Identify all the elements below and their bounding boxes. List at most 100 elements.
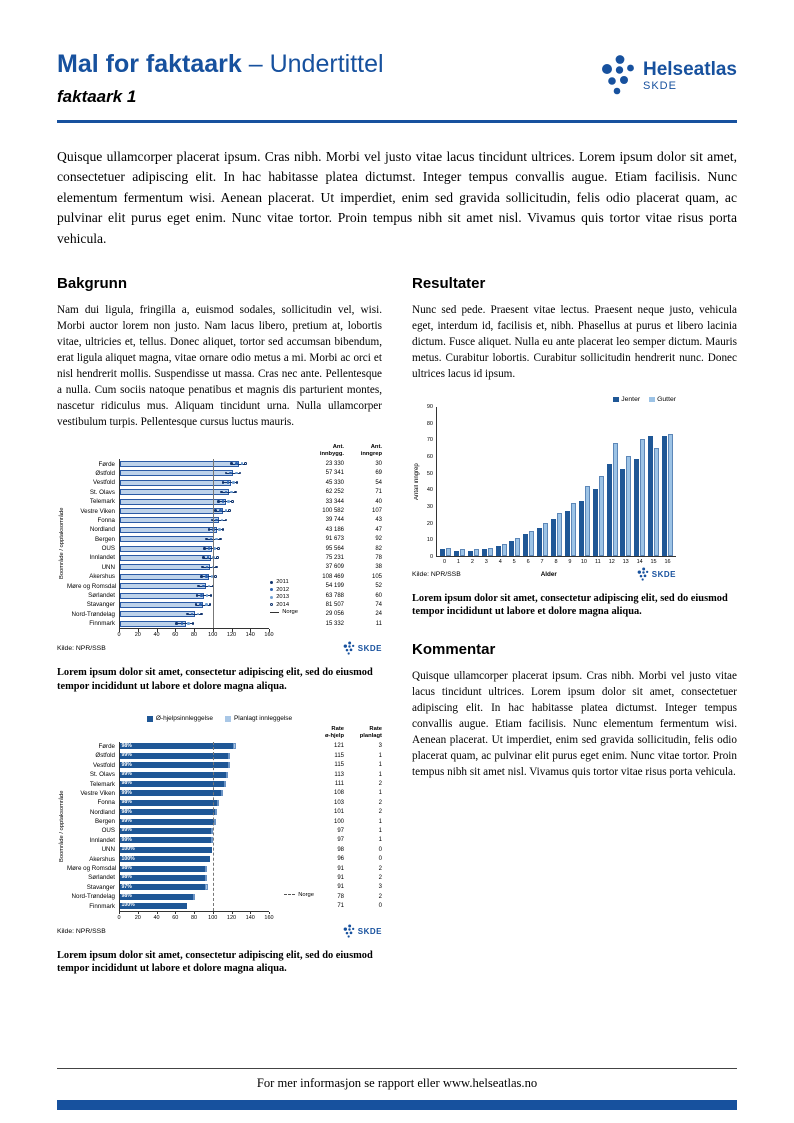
row-label: OUS bbox=[101, 545, 115, 553]
x-tick-mark bbox=[175, 629, 177, 632]
bar bbox=[120, 611, 195, 618]
chart-admission-type: Ø-hjelpsinnleggelse Planlagt innleggelse … bbox=[57, 715, 382, 938]
year-marker bbox=[224, 471, 228, 475]
marker-range bbox=[223, 482, 238, 484]
value-innbygg: 23 330 bbox=[325, 461, 344, 468]
bar-jenter bbox=[467, 551, 473, 557]
row-label: Bergen bbox=[95, 818, 115, 826]
x-tick-label: 80 bbox=[190, 632, 198, 639]
year-marker bbox=[203, 547, 206, 550]
chart3-plot-area bbox=[436, 407, 676, 558]
row-label: Telemark bbox=[89, 498, 115, 506]
year-marker bbox=[221, 500, 225, 503]
chart1-norge-reference-line bbox=[212, 459, 214, 629]
bar-gutter bbox=[640, 439, 646, 557]
value-column-header: Rate planlagt bbox=[359, 726, 382, 740]
year-marker bbox=[207, 584, 211, 588]
year-marker bbox=[180, 622, 184, 625]
row-plot: 98% bbox=[119, 892, 269, 902]
title-subtitle: – Undertittel bbox=[248, 50, 384, 78]
chart3-x-axis-label: Alder bbox=[540, 570, 557, 578]
skde-logo: SKDE bbox=[343, 641, 382, 656]
skde-dots-icon bbox=[343, 641, 355, 656]
bar-ohjelp: 98% bbox=[120, 809, 215, 816]
x-tick-label: 12 bbox=[608, 558, 615, 565]
bar-ohjelp: 97% bbox=[120, 884, 206, 891]
header: Mal for faktaark – Undertittel faktaark … bbox=[57, 50, 737, 107]
bar-group bbox=[564, 502, 576, 557]
year-marker bbox=[202, 556, 205, 559]
value-rate-ohjelp: 113 bbox=[334, 771, 344, 778]
x-tick-label: 11 bbox=[594, 558, 601, 565]
bar-jenter bbox=[453, 551, 459, 557]
bar-ohjelp: 98% bbox=[120, 865, 206, 872]
chart2-rows: Førde 98% 121 3 Østfold 99% 115 1 Vestfold 99% 115… bbox=[67, 741, 382, 911]
row-label: Møre og Romsdal bbox=[67, 582, 117, 590]
chart-row: Vestfold 45 330 54 bbox=[67, 478, 382, 488]
row-plot bbox=[119, 553, 269, 563]
year-marker bbox=[200, 575, 203, 578]
row-label: Vestre Viken bbox=[80, 789, 115, 797]
year-marker bbox=[240, 462, 244, 466]
value-innbygg: 57 341 bbox=[325, 470, 344, 477]
chart1-x-axis: 0 20 40 60 80 100 120 140 160 bbox=[117, 628, 274, 639]
row-label: Vestre Viken bbox=[80, 507, 115, 515]
value-innbygg: 95 564 bbox=[325, 545, 344, 552]
row-label: St. Olavs bbox=[89, 771, 115, 779]
value-innbygg: 81 507 bbox=[325, 601, 344, 608]
intro-paragraph: Quisque ullamcorper placerat ipsum. Cras… bbox=[57, 149, 737, 246]
row-label: Førde bbox=[98, 742, 115, 750]
row-plot bbox=[119, 572, 269, 582]
chart-row: Førde 23 330 30 bbox=[67, 459, 382, 469]
legend-item: Ø-hjelpsinnleggelse bbox=[146, 715, 213, 722]
value-innbygg: 75 231 bbox=[325, 554, 344, 561]
bar-jenter bbox=[551, 519, 556, 557]
year-marker bbox=[221, 528, 225, 531]
year-marker bbox=[214, 575, 217, 578]
right-column: Resultater Nunc sed pede. Praesent vitae… bbox=[412, 275, 737, 998]
x-tick-mark bbox=[137, 911, 139, 914]
value-inngrep: 92 bbox=[375, 536, 382, 543]
row-plot bbox=[119, 609, 269, 620]
value-rate-planlagt: 1 bbox=[378, 837, 382, 844]
year-marker bbox=[187, 622, 190, 625]
x-tick-mark bbox=[212, 629, 214, 632]
bar-planlagt bbox=[216, 799, 219, 806]
percent-label: 99% bbox=[121, 771, 132, 778]
value-inngrep: 38 bbox=[375, 564, 382, 571]
bar bbox=[120, 536, 214, 543]
marker-range bbox=[221, 491, 236, 493]
bar-gutter bbox=[459, 549, 465, 557]
row-label: Telemark bbox=[89, 780, 115, 788]
value-innbygg: 100 582 bbox=[322, 508, 344, 515]
value-rate-ohjelp: 121 bbox=[333, 743, 344, 750]
year-marker bbox=[200, 593, 203, 597]
x-tick-label: 3 bbox=[484, 558, 488, 565]
row-plot: 99% bbox=[119, 835, 269, 846]
legend-label: Gutter bbox=[657, 396, 676, 404]
year-marker bbox=[194, 603, 198, 606]
value-rate-planlagt: 2 bbox=[378, 865, 382, 872]
bar-planlagt bbox=[210, 837, 213, 844]
marker-range bbox=[201, 576, 216, 578]
chart-row: Fonna 39 744 43 bbox=[67, 515, 382, 526]
value-innbygg: 29 056 bbox=[325, 611, 344, 618]
value-rate-planlagt: 0 bbox=[378, 903, 382, 910]
legend-label: Planlagt innleggelse bbox=[233, 715, 293, 723]
bar-group bbox=[620, 456, 632, 557]
x-tick-mark bbox=[156, 911, 158, 914]
x-tick-mark bbox=[175, 911, 177, 914]
year-dot-icon bbox=[270, 580, 274, 584]
value-rate-ohjelp: 91 bbox=[337, 865, 344, 872]
chart2-plot-area: Boområde / opptaksområde Førde 98% 121 3 Øst… bbox=[57, 741, 382, 911]
value-innbygg: 62 252 bbox=[325, 489, 344, 496]
value-rate-ohjelp: 98 bbox=[337, 846, 344, 853]
bar-planlagt bbox=[214, 809, 217, 816]
marker-range bbox=[225, 473, 240, 475]
bar-planlagt bbox=[205, 865, 208, 872]
year-marker bbox=[207, 528, 211, 531]
x-tick-label: 2 bbox=[470, 558, 474, 565]
row-label: Nord-Trøndelag bbox=[71, 893, 115, 901]
row-plot: 98% bbox=[119, 873, 269, 883]
row-label: Stavanger bbox=[86, 883, 115, 891]
